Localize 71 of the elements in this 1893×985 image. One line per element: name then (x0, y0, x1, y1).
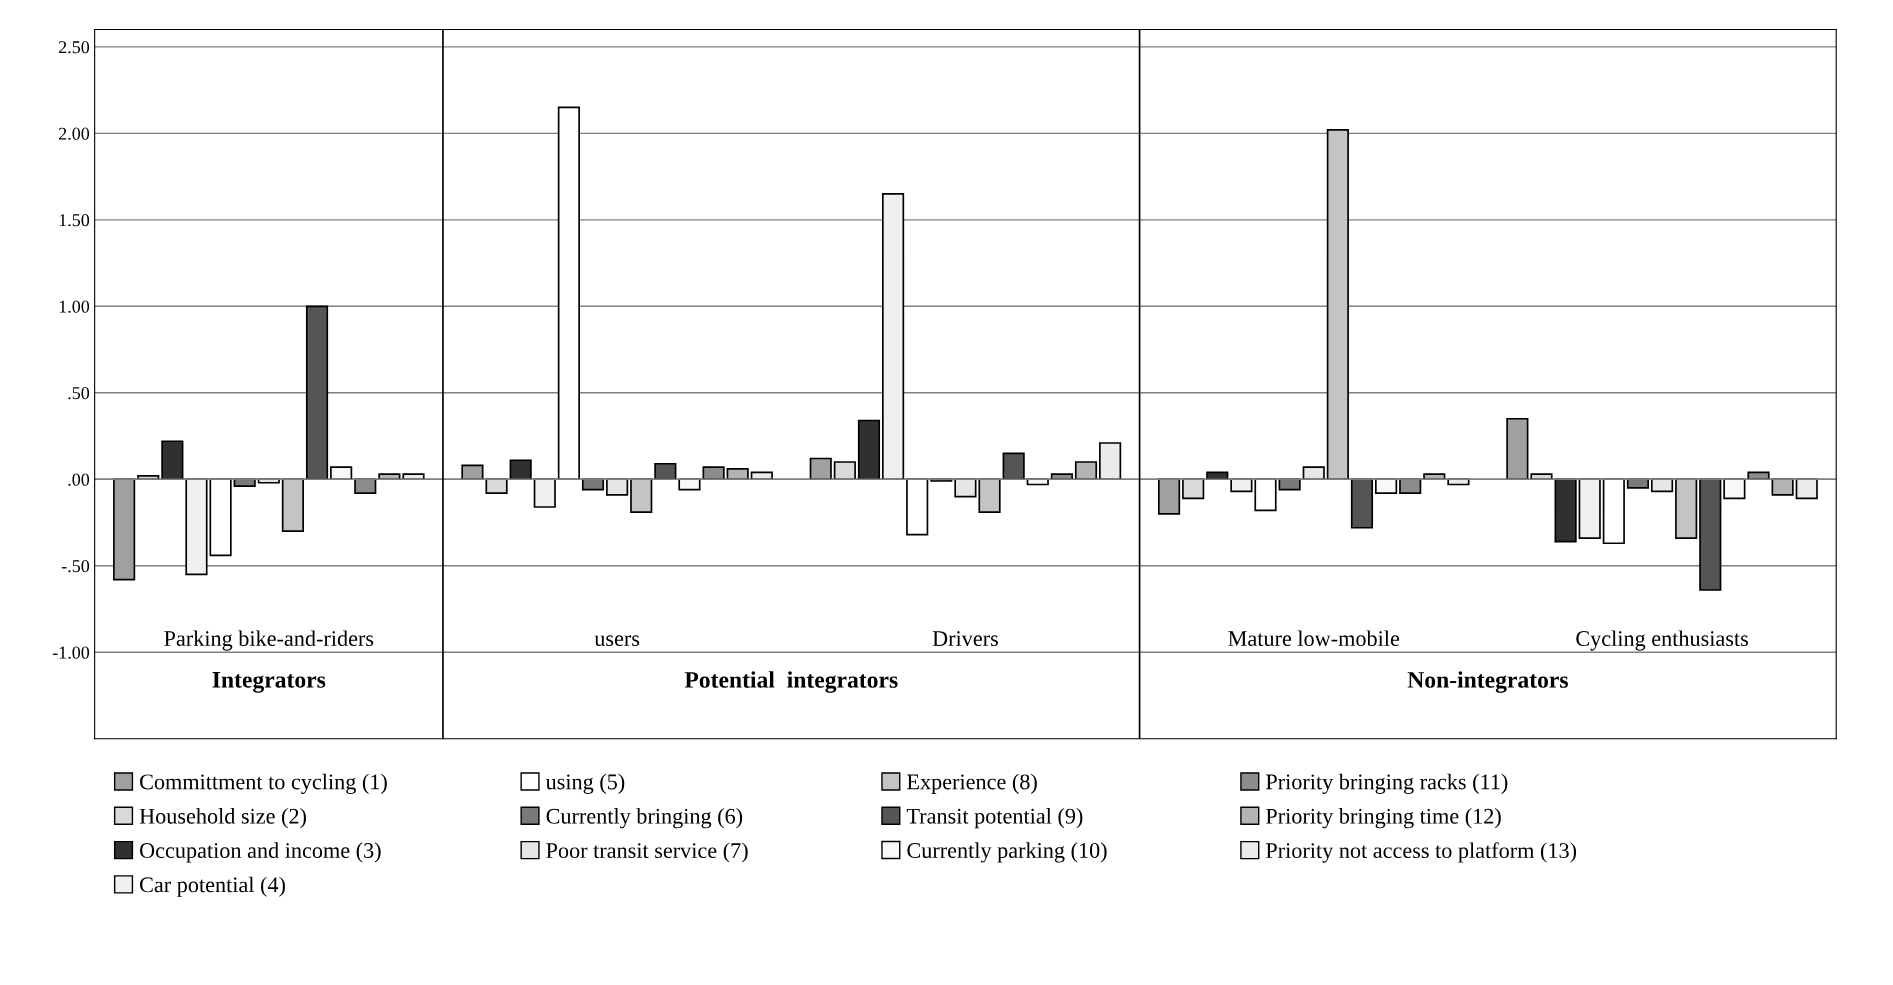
y-tick-label: -1.00 (52, 646, 90, 659)
y-tick-label: -.50 (61, 560, 90, 573)
bar (726, 468, 749, 481)
y-tick-label: .50 (68, 387, 90, 400)
bar (606, 478, 629, 496)
bar (630, 478, 653, 513)
y-tick-label: 1.00 (59, 300, 90, 313)
y-tick-label: 2.00 (58, 127, 90, 140)
legend-label: Household size (2) (139, 808, 306, 829)
bar (1602, 478, 1625, 545)
annotation: Integrators (212, 672, 326, 693)
legend-label: Poor transit service (7) (546, 842, 748, 863)
bar (161, 440, 184, 481)
bar (257, 478, 280, 484)
bar (1182, 478, 1205, 500)
legend-label: Occupation and income (3) (140, 842, 381, 863)
bar (1157, 478, 1181, 515)
bar (1650, 478, 1674, 493)
bar (509, 459, 532, 481)
y-tick-label: .00 (68, 473, 90, 486)
bar (1002, 452, 1025, 481)
bar (1578, 478, 1601, 539)
bar (1723, 478, 1746, 500)
bar (1447, 478, 1470, 486)
bar (1230, 478, 1253, 493)
bar (1074, 461, 1098, 481)
legend-label: using (5) (545, 773, 625, 794)
legend-label: Car potential (4) (140, 876, 285, 897)
x-tick-label: Mature low-mobile (1228, 630, 1400, 647)
bar (1554, 478, 1577, 543)
legend-label: Transit potential (9) (906, 808, 1083, 829)
y-tick-label: 1.50 (59, 214, 90, 227)
bar (1326, 129, 1349, 481)
x-tick-label: Cycling enthusiasts (1576, 630, 1748, 651)
bar (1099, 442, 1122, 481)
bar (1375, 478, 1398, 494)
x-tick-label: users (594, 635, 640, 647)
annotation: Potential integrators (684, 671, 898, 693)
bar (882, 193, 905, 481)
bar (1302, 466, 1325, 481)
bar (1530, 473, 1553, 481)
legend-label: Committment to cycling (1) (140, 773, 387, 794)
bar (533, 478, 556, 508)
bar (1771, 478, 1794, 496)
bar (1350, 478, 1374, 529)
x-tick-label: Drivers (932, 631, 998, 647)
legend-label: Currently bringing (6) (546, 808, 743, 829)
bar (1506, 417, 1529, 481)
legend-label: Priority not access to platform (13) (1266, 842, 1577, 863)
bar (113, 478, 136, 581)
annotation: Non-integrators (1407, 671, 1568, 693)
bar (305, 305, 329, 481)
bar (833, 461, 856, 481)
bar (1675, 478, 1698, 539)
legend-label: Experience (8) (907, 773, 1037, 794)
legend-label: Priority bringing racks (11) (1266, 773, 1508, 794)
bar (809, 457, 832, 481)
y-tick-label: 2.50 (58, 41, 90, 54)
legend-label: Priority bringing time (12) (1266, 808, 1501, 829)
bar (330, 466, 353, 481)
legend-label: Currently parking (10) (907, 842, 1107, 863)
bar (906, 478, 929, 536)
bar (557, 106, 580, 481)
bar (857, 419, 881, 481)
bar (281, 478, 305, 533)
bar (654, 462, 677, 481)
bar (1254, 478, 1277, 512)
bar (1795, 478, 1818, 500)
bar (402, 473, 425, 481)
x-tick-label: Parking bike-and-riders (164, 630, 374, 651)
bar (1699, 478, 1722, 591)
